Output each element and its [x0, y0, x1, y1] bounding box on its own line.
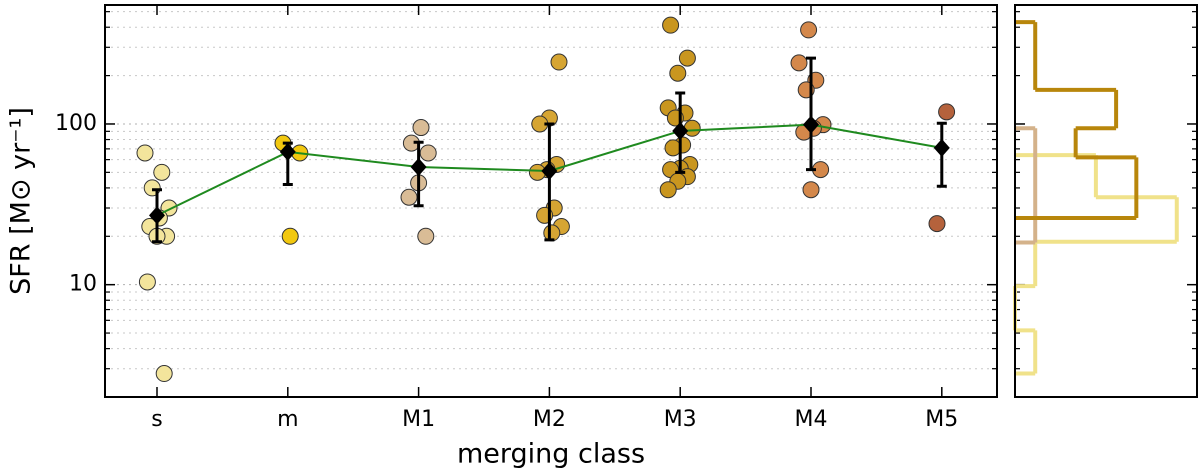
median-marker — [149, 206, 165, 225]
y-tick-label: 10 — [69, 272, 97, 297]
point — [550, 53, 568, 71]
x-tick-label: M3 — [664, 407, 697, 432]
point — [662, 16, 680, 34]
y-axis-label: SFR [M⊙ yr⁻¹] — [6, 107, 37, 295]
point — [928, 215, 946, 233]
x-tick-label: M2 — [533, 407, 566, 432]
x-tick-label: M1 — [402, 407, 435, 432]
error-bar — [544, 122, 555, 242]
median-marker — [803, 115, 819, 134]
plot-frame — [104, 4, 998, 398]
point — [683, 119, 701, 137]
point — [664, 139, 682, 157]
plot-frame — [1014, 4, 1198, 398]
median-marker — [410, 157, 427, 176]
x-axis-label: merging class — [457, 439, 645, 470]
point — [153, 163, 171, 181]
point — [417, 227, 435, 245]
point — [790, 54, 808, 72]
point — [659, 181, 677, 199]
x-tick-label: s — [151, 407, 162, 432]
x-tick-label: M4 — [795, 407, 828, 432]
point — [400, 188, 418, 206]
median-marker — [672, 121, 689, 140]
point — [138, 273, 156, 291]
point — [136, 144, 154, 162]
point — [669, 64, 687, 82]
median-marker — [541, 161, 558, 180]
point — [155, 365, 173, 383]
point — [938, 103, 956, 121]
x-tick-label: M5 — [925, 407, 958, 432]
median-marker — [933, 138, 950, 157]
median-marker — [279, 142, 296, 161]
point — [412, 119, 430, 137]
point — [281, 227, 299, 245]
point — [419, 144, 437, 162]
point — [800, 21, 818, 39]
x-tick-label: m — [277, 407, 298, 432]
error-bar — [806, 56, 816, 172]
point — [802, 181, 820, 199]
y-tick-label: 100 — [55, 111, 97, 136]
point — [678, 49, 696, 67]
